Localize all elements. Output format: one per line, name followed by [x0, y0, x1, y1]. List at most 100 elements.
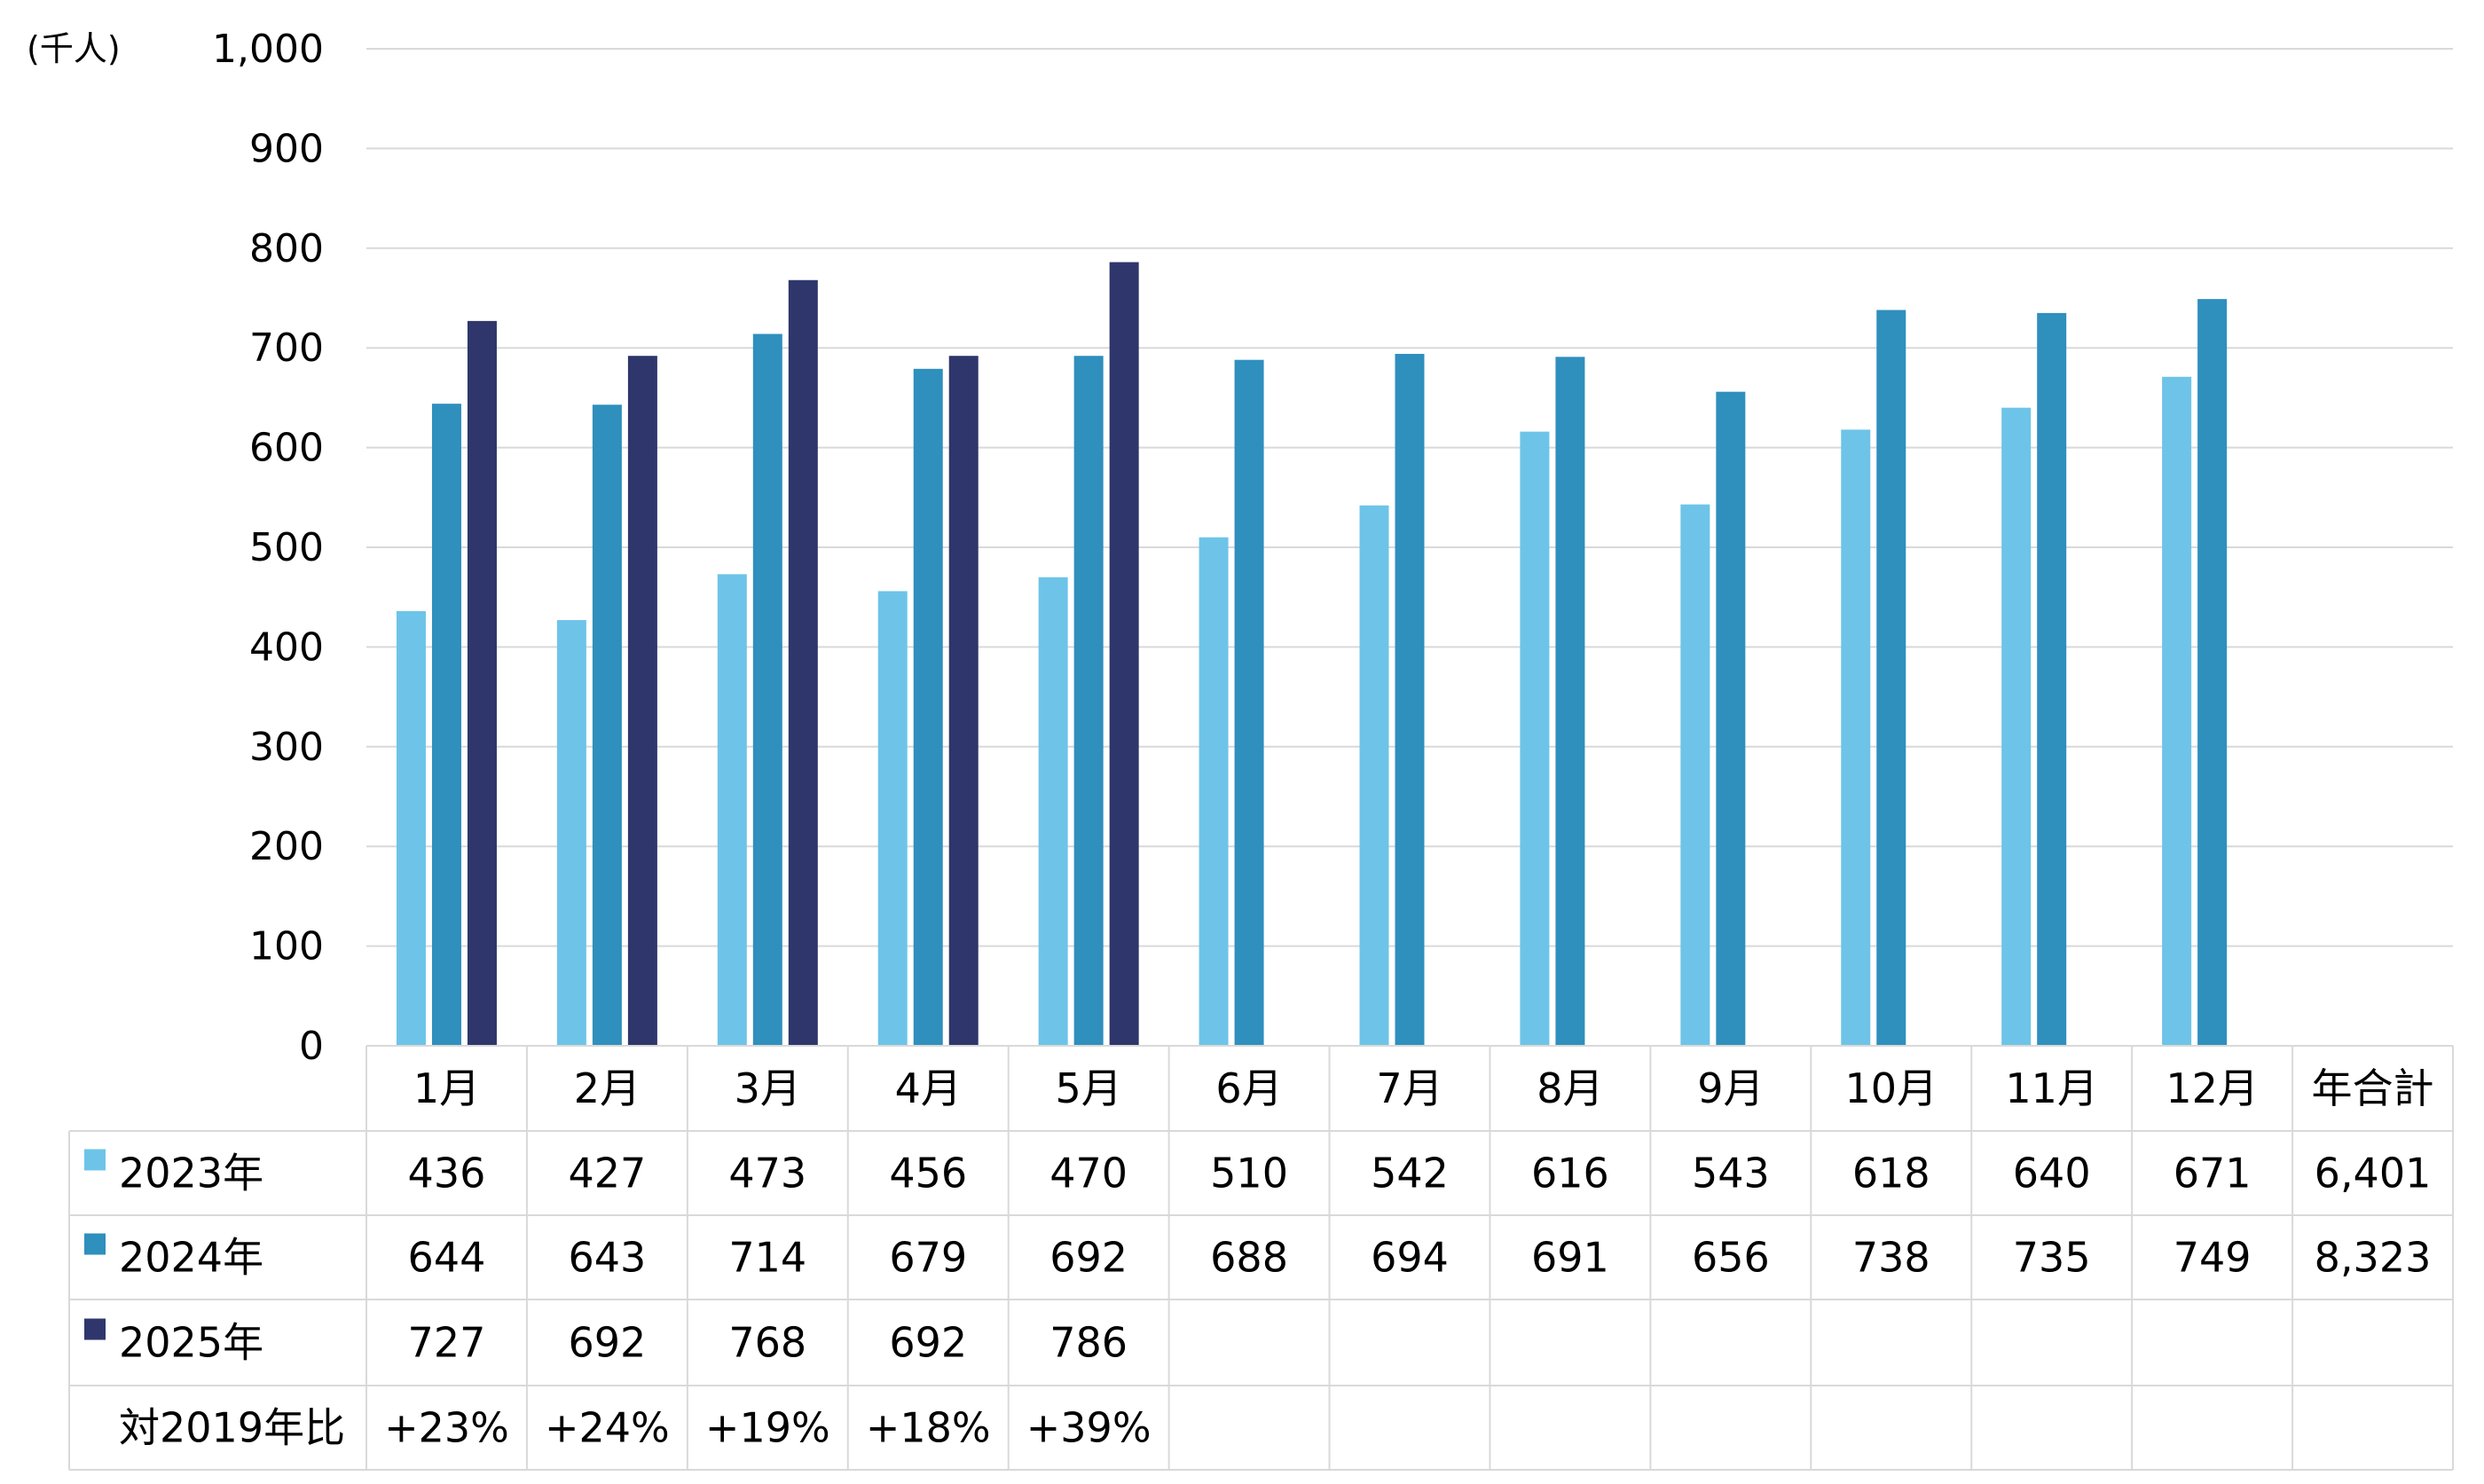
bar-2025年-4月 — [948, 356, 979, 1046]
total-header: 年合計 — [2312, 1064, 2434, 1112]
unit-label: (千人) — [27, 29, 121, 68]
y-tick-label: 500 — [249, 525, 324, 570]
bar-2024年-2月 — [592, 404, 622, 1046]
bar-2023年-11月 — [2001, 407, 2032, 1046]
table-value: 727 — [408, 1319, 486, 1367]
table-value: 542 — [1371, 1150, 1449, 1197]
bar-2025年-1月 — [467, 320, 497, 1046]
bar-2024年-8月 — [1555, 357, 1585, 1046]
ratio-value: +23% — [384, 1404, 509, 1452]
bar-2023年-1月 — [396, 610, 426, 1046]
bar-2024年-11月 — [2037, 312, 2067, 1046]
y-tick-label: 200 — [249, 824, 324, 869]
table-value: 640 — [2013, 1150, 2091, 1197]
ratio-value: +24% — [545, 1404, 670, 1452]
series-label: 2023年 — [119, 1150, 263, 1197]
x-category-label: 7月 — [1376, 1064, 1442, 1112]
table-value: 749 — [2174, 1234, 2252, 1282]
bars — [396, 262, 2228, 1047]
table-value: 768 — [728, 1319, 806, 1367]
x-category-label: 2月 — [574, 1064, 641, 1112]
table-value: 692 — [889, 1319, 967, 1367]
x-category-label: 5月 — [1056, 1064, 1122, 1112]
bar-2024年-12月 — [2197, 299, 2228, 1046]
bar-2023年-3月 — [717, 574, 747, 1046]
x-category-label: 1月 — [413, 1064, 480, 1112]
bar-2023年-6月 — [1199, 537, 1229, 1046]
table-value: 679 — [889, 1234, 967, 1282]
y-tick-label: 600 — [249, 426, 324, 471]
y-tick-label: 300 — [249, 725, 324, 770]
table-value: 786 — [1049, 1319, 1128, 1367]
y-axis-tick-labels: 0 100 200 300 400 500 600 700 800 900 1,000 — [212, 27, 324, 1069]
bar-2023年-12月 — [2162, 376, 2192, 1046]
bar-2024年-4月 — [913, 368, 943, 1047]
table-value: 473 — [728, 1150, 806, 1197]
table-value: 671 — [2174, 1150, 2252, 1197]
x-category-label: 6月 — [1215, 1064, 1282, 1112]
table-value: 436 — [408, 1150, 486, 1197]
bar-2023年-2月 — [556, 620, 586, 1046]
table-value: 694 — [1371, 1234, 1449, 1282]
ratio-value: +18% — [866, 1404, 991, 1452]
bar-2023年-9月 — [1680, 504, 1710, 1046]
legend-swatch — [84, 1318, 106, 1340]
table-value: 714 — [728, 1234, 806, 1282]
table-value: 510 — [1210, 1150, 1288, 1197]
data-table: 1月 2月 3月 4月 5月 6月 7月 8月 9月 10月 11月 12月 年合計 2023年 436 42… — [84, 1064, 2434, 1452]
table-value: 691 — [1531, 1234, 1609, 1282]
bar-2024年-9月 — [1716, 391, 1746, 1046]
bar-2025年-2月 — [627, 356, 657, 1046]
series-label: 2024年 — [119, 1234, 263, 1282]
table-value: 692 — [1049, 1234, 1128, 1282]
legend-swatch — [84, 1233, 106, 1255]
table-value: 427 — [568, 1150, 646, 1197]
table-value: 643 — [568, 1234, 646, 1282]
series-label: 2025年 — [119, 1319, 263, 1367]
bar-2023年-8月 — [1520, 431, 1550, 1047]
ratio-row-label: 対2019年比 — [119, 1404, 345, 1452]
table-value: 543 — [1692, 1150, 1770, 1197]
y-tick-label: 400 — [249, 624, 324, 670]
bar-2023年-7月 — [1359, 505, 1389, 1046]
table-value: 618 — [1852, 1150, 1930, 1197]
x-category-label: 12月 — [2166, 1064, 2259, 1112]
x-category-label: 10月 — [1844, 1064, 1938, 1112]
table-value: 644 — [408, 1234, 486, 1282]
x-category-label: 8月 — [1537, 1064, 1603, 1112]
table-value: 692 — [568, 1319, 646, 1367]
bar-2023年-10月 — [1841, 429, 1871, 1046]
y-tick-label: 1,000 — [212, 27, 324, 72]
table-value: 470 — [1049, 1150, 1128, 1197]
x-category-label: 11月 — [2005, 1064, 2098, 1112]
bar-2024年-6月 — [1234, 359, 1264, 1046]
table-value: 456 — [889, 1150, 967, 1197]
x-category-label: 4月 — [895, 1064, 962, 1112]
ratio-value: +19% — [705, 1404, 830, 1452]
bar-2024年-7月 — [1395, 353, 1425, 1047]
bar-2024年-5月 — [1073, 356, 1104, 1046]
x-category-label: 3月 — [735, 1064, 801, 1112]
legend-swatch — [84, 1149, 106, 1171]
y-tick-label: 0 — [299, 1024, 324, 1069]
data-table-grid — [68, 1045, 2454, 1471]
table-value: 735 — [2013, 1234, 2091, 1282]
bar-2023年-4月 — [877, 591, 908, 1046]
table-value: 688 — [1210, 1234, 1288, 1282]
bar-2025年-5月 — [1109, 262, 1139, 1046]
table-value: 738 — [1852, 1234, 1930, 1282]
y-tick-label: 900 — [249, 126, 324, 171]
y-tick-label: 100 — [249, 924, 324, 970]
bar-2024年-10月 — [1876, 310, 1906, 1046]
x-category-label: 9月 — [1697, 1064, 1764, 1112]
table-value: 616 — [1531, 1150, 1609, 1197]
table-total: 6,401 — [2315, 1150, 2432, 1197]
bar-2024年-3月 — [752, 334, 782, 1046]
bar-2024年-1月 — [431, 404, 461, 1046]
y-tick-label: 700 — [249, 326, 324, 371]
table-total: 8,323 — [2315, 1234, 2432, 1282]
table-value: 656 — [1692, 1234, 1770, 1282]
bar-2025年-3月 — [788, 279, 818, 1046]
bar-2023年-5月 — [1038, 577, 1068, 1046]
